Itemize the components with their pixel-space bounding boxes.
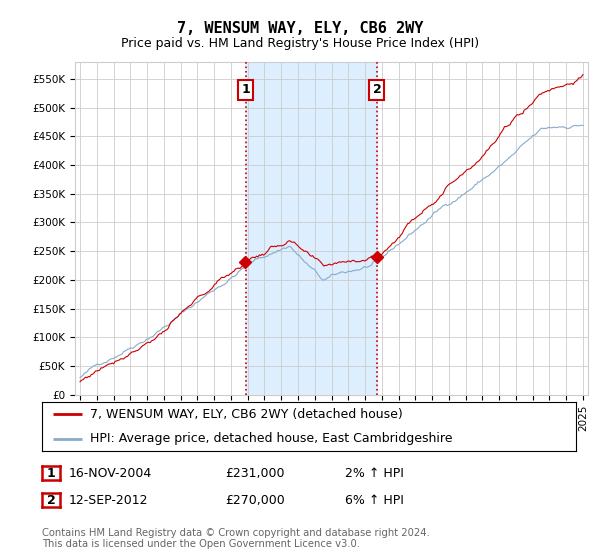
Bar <box>245 62 377 395</box>
Text: £231,000: £231,000 <box>225 466 284 480</box>
Text: 7, WENSUM WAY, ELY, CB6 2WY: 7, WENSUM WAY, ELY, CB6 2WY <box>177 21 423 36</box>
Text: 2: 2 <box>47 493 55 507</box>
Text: 1: 1 <box>47 466 55 480</box>
Text: 7, WENSUM WAY, ELY, CB6 2WY (detached house): 7, WENSUM WAY, ELY, CB6 2WY (detached ho… <box>90 408 403 421</box>
Text: 1: 1 <box>241 83 250 96</box>
Text: 2% ↑ HPI: 2% ↑ HPI <box>345 466 404 480</box>
Text: Price paid vs. HM Land Registry's House Price Index (HPI): Price paid vs. HM Land Registry's House … <box>121 37 479 50</box>
Text: 2: 2 <box>373 83 382 96</box>
Text: 12-SEP-2012: 12-SEP-2012 <box>69 493 149 507</box>
Text: HPI: Average price, detached house, East Cambridgeshire: HPI: Average price, detached house, East… <box>90 432 452 445</box>
Text: 16-NOV-2004: 16-NOV-2004 <box>69 466 152 480</box>
Text: 6% ↑ HPI: 6% ↑ HPI <box>345 493 404 507</box>
Text: Contains HM Land Registry data © Crown copyright and database right 2024.
This d: Contains HM Land Registry data © Crown c… <box>42 528 430 549</box>
Text: £270,000: £270,000 <box>225 493 285 507</box>
